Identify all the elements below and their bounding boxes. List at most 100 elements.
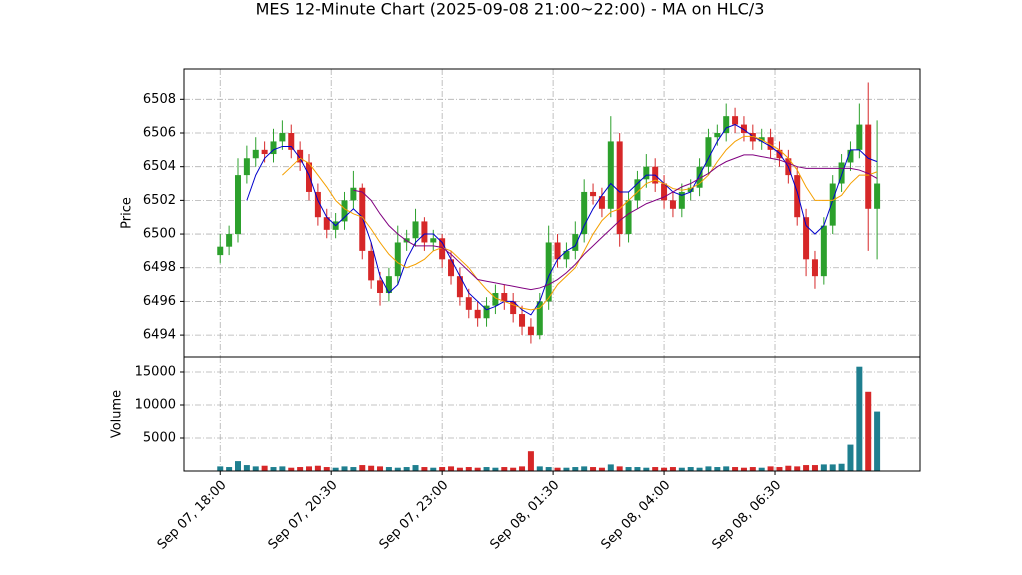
volume-bar	[448, 466, 455, 471]
volume-bar	[252, 466, 259, 471]
volume-bar	[767, 466, 774, 471]
volume-bar	[243, 465, 250, 471]
price-frame	[183, 68, 921, 358]
volume-bar	[803, 465, 810, 471]
volume-bar	[714, 467, 721, 471]
volume-bar	[483, 467, 490, 471]
candle-body	[252, 149, 259, 159]
candle-body	[820, 225, 827, 277]
volume-bar	[323, 467, 330, 471]
candle-body	[767, 137, 774, 150]
volume-bar	[377, 466, 384, 471]
candle-body	[226, 234, 233, 247]
candle-body	[669, 200, 676, 209]
volume-bar	[385, 467, 392, 471]
volume-bar	[634, 467, 641, 471]
volume-bar	[332, 467, 339, 471]
candle-body	[359, 187, 366, 251]
volume-bar	[536, 466, 543, 471]
candle-body	[563, 250, 570, 260]
x-tick-label: Sep 08, 01:30	[488, 478, 563, 553]
y-tick-label: 6506	[143, 126, 176, 141]
candle-body	[439, 238, 446, 260]
candle-body	[545, 242, 552, 302]
y-tick-label: 6500	[143, 227, 176, 242]
candle-body	[616, 141, 623, 235]
candle-body	[696, 166, 703, 188]
candle-body	[581, 191, 588, 235]
candle-body	[705, 137, 712, 167]
volume-bar	[394, 467, 401, 471]
volume-bar	[368, 465, 375, 471]
candle-body	[803, 217, 810, 260]
volume-bar	[607, 464, 614, 471]
volume-bar	[456, 467, 463, 471]
candle-body	[661, 183, 668, 201]
candle-body	[847, 149, 854, 163]
y-tick-label: 15000	[135, 364, 176, 379]
volume-bar	[474, 467, 481, 471]
volume-bar	[616, 466, 623, 471]
volume-bar	[430, 467, 437, 471]
volume-bar	[297, 467, 304, 471]
candle-body	[314, 191, 321, 218]
candle-body	[270, 141, 277, 155]
candle-body	[306, 162, 313, 192]
volume-bar	[705, 466, 712, 471]
volume-bar	[465, 467, 472, 471]
volume-bar	[820, 464, 827, 471]
candle-body	[217, 246, 224, 256]
volume-bar	[492, 467, 499, 471]
volume-frame	[183, 356, 921, 472]
volume-bar	[643, 467, 650, 471]
candle-body	[811, 259, 818, 277]
candle-body	[430, 238, 437, 243]
volume-bar	[652, 467, 659, 471]
y-tick-label: 6498	[143, 260, 176, 275]
candle-body	[323, 217, 330, 230]
candle-body	[714, 133, 721, 138]
volume-bar	[669, 467, 676, 471]
volume-bar	[261, 465, 268, 471]
volume-bar	[696, 467, 703, 471]
volume-bar	[598, 467, 605, 471]
volume-bar	[732, 467, 739, 471]
candle-body	[394, 242, 401, 277]
volume-bar	[785, 465, 792, 471]
candle-body	[519, 314, 526, 327]
volume-bar	[563, 467, 570, 471]
candle-body	[625, 200, 632, 235]
volume-bar	[856, 366, 863, 471]
candle-body	[838, 162, 845, 184]
candle-body	[554, 242, 561, 260]
volume-bar	[350, 467, 357, 471]
x-tick-label: Sep 07, 18:00	[155, 478, 230, 553]
volume-bar	[687, 467, 694, 471]
volume-axis-label: Volume	[110, 390, 125, 438]
volume-bar	[421, 467, 428, 471]
volume-bar	[581, 466, 588, 471]
candle-body	[350, 187, 357, 201]
volume-bar	[749, 467, 756, 471]
volume-bar	[661, 467, 668, 471]
volume-bar	[527, 451, 534, 471]
volume-bar	[740, 467, 747, 471]
volume-bar	[874, 411, 881, 471]
candle-body	[598, 196, 605, 209]
volume-bar	[341, 466, 348, 471]
volume-bar	[758, 467, 765, 471]
volume-bar	[794, 466, 801, 471]
volume-bar	[412, 465, 419, 471]
candle-body	[607, 141, 614, 209]
volume-bar	[510, 467, 517, 471]
candle-body	[510, 301, 517, 315]
candle-body	[448, 259, 455, 277]
candle-body	[678, 191, 685, 209]
candle-body	[412, 221, 419, 239]
volume-bar	[403, 467, 410, 471]
x-tick-label: Sep 07, 20:30	[266, 478, 341, 553]
volume-bar	[279, 466, 286, 471]
candle-body	[456, 276, 463, 298]
candle-body	[687, 187, 694, 192]
candle-body	[501, 293, 508, 302]
